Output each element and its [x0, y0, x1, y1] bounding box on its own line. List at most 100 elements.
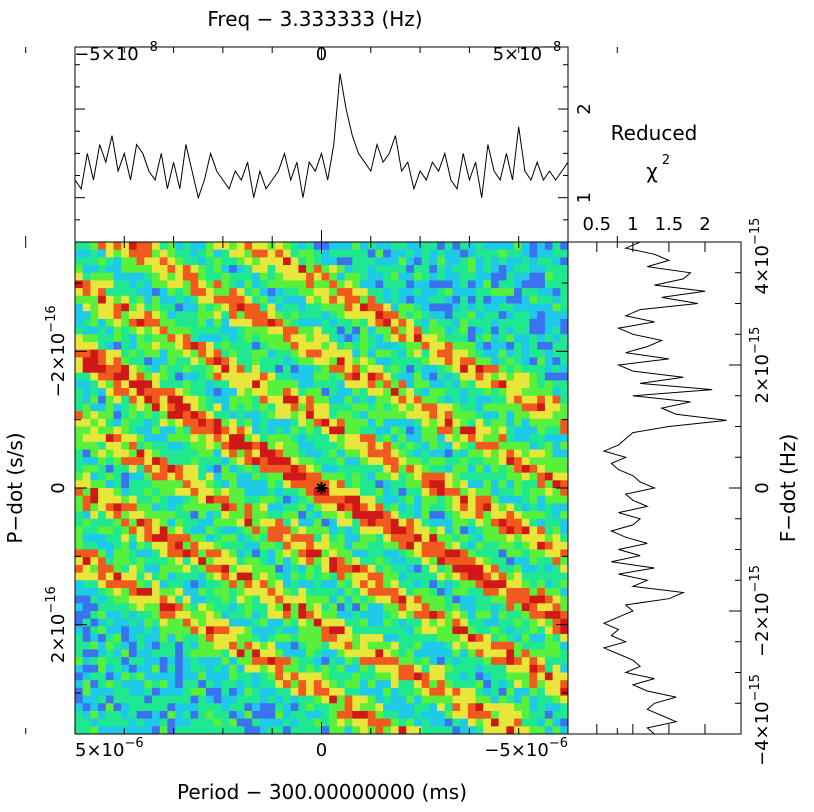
- heatmap-cell: [128, 265, 138, 274]
- heatmap-cell: [229, 249, 238, 258]
- heatmap-cell: [552, 380, 561, 389]
- heatmap-cell: [128, 611, 138, 620]
- heatmap-cell: [290, 595, 299, 604]
- heatmap-cell: [490, 680, 500, 689]
- heatmap-cell: [159, 434, 168, 443]
- heatmap-cell: [421, 587, 430, 597]
- heatmap-cell: [144, 457, 153, 466]
- heatmap-cell: [190, 680, 199, 689]
- heatmap-cell: [244, 649, 253, 658]
- heatmap-cell: [205, 488, 215, 497]
- heatmap-cell: [290, 265, 299, 274]
- heatmap-cell: [213, 626, 222, 635]
- heatmap-cell: [144, 449, 153, 458]
- heatmap-cell: [198, 680, 207, 689]
- heatmap-cell: [521, 318, 530, 327]
- heatmap-cell: [452, 657, 461, 666]
- heatmap-cell: [460, 672, 469, 681]
- heatmap-cell: [521, 341, 530, 351]
- heatmap-cell: [167, 557, 176, 566]
- heatmap-cell: [383, 641, 392, 650]
- heatmap-cell: [444, 649, 453, 658]
- heatmap-cell: [298, 603, 307, 612]
- heatmap-cell: [367, 587, 376, 597]
- heatmap-cell: [560, 687, 569, 696]
- heatmap-cell: [475, 672, 484, 681]
- heatmap-cell: [306, 634, 315, 643]
- heatmap-cell: [182, 726, 191, 735]
- heatmap-cell: [529, 603, 538, 612]
- heatmap-cell: [244, 618, 253, 627]
- heatmap-cell: [398, 611, 407, 620]
- right-x-tick-label: 2: [699, 214, 710, 235]
- heatmap-cell: [560, 242, 569, 251]
- heatmap-cell: [552, 303, 561, 312]
- heatmap-cell: [544, 710, 553, 720]
- heatmap-cell: [113, 464, 122, 474]
- heatmap-cell: [360, 680, 369, 689]
- heatmap-cell: [321, 380, 330, 389]
- heatmap-cell: [152, 664, 161, 673]
- heatmap-cell: [198, 434, 207, 443]
- heatmap-cell: [360, 395, 369, 404]
- heatmap-cell: [152, 718, 161, 727]
- heatmap-cell: [275, 557, 284, 566]
- heatmap-cell: [367, 518, 376, 527]
- heatmap-cell: [360, 641, 369, 650]
- heatmap-cell: [252, 257, 261, 266]
- heatmap-cell: [167, 541, 176, 550]
- heatmap-cell: [460, 664, 469, 673]
- heatmap-cell: [267, 357, 276, 366]
- heatmap-cell: [498, 603, 507, 612]
- heatmap-cell: [113, 272, 122, 281]
- heatmap-cell: [144, 634, 153, 643]
- heatmap-cell: [290, 503, 299, 512]
- heatmap-cell: [267, 572, 276, 581]
- heatmap-cell: [275, 295, 284, 304]
- heatmap-cell: [552, 395, 561, 404]
- heatmap-cell: [444, 249, 453, 258]
- heatmap-cell: [452, 557, 461, 566]
- heatmap-cell: [275, 357, 284, 366]
- heatmap-cell: [544, 495, 553, 504]
- heatmap-cell: [213, 288, 222, 297]
- heatmap-cell: [537, 334, 546, 343]
- heatmap-cell: [537, 326, 546, 335]
- heatmap-cell: [221, 595, 230, 604]
- heatmap-cell: [544, 280, 553, 289]
- heatmap-cell: [128, 249, 138, 258]
- heatmap-cell: [529, 395, 538, 404]
- heatmap-cell: [537, 495, 546, 504]
- heatmap-cell: [352, 449, 361, 458]
- heatmap-cell: [221, 564, 230, 573]
- right-y-axis-title: F−dot (Hz): [776, 434, 800, 543]
- heatmap-cell: [529, 503, 538, 512]
- heatmap-cell: [406, 311, 415, 320]
- heatmap-cell: [521, 557, 530, 566]
- heatmap-cell: [529, 526, 538, 535]
- heatmap-cell: [244, 326, 253, 335]
- heatmap-cell: [413, 518, 423, 527]
- heatmap-cell: [483, 288, 492, 297]
- heatmap-cell: [252, 687, 261, 696]
- heatmap-cell: [282, 580, 292, 589]
- heatmap-cell: [244, 611, 253, 620]
- heatmap-cell: [152, 426, 161, 435]
- heatmap-cell: [244, 672, 253, 681]
- heatmap-cell: [367, 503, 376, 512]
- heatmap-cell: [213, 580, 222, 589]
- heatmap-cell: [352, 434, 361, 443]
- heatmap-cell: [429, 687, 438, 696]
- heatmap-cell: [205, 365, 215, 374]
- heatmap-cell: [128, 418, 138, 427]
- heatmap-cell: [75, 349, 84, 358]
- heatmap-cell: [213, 272, 222, 281]
- heatmap-cell: [128, 511, 138, 520]
- heatmap-cell: [529, 664, 538, 673]
- heatmap-cell: [98, 626, 107, 635]
- heatmap-cell: [244, 726, 253, 735]
- heatmap-cell: [552, 349, 561, 358]
- heatmap-cell: [128, 295, 138, 304]
- heatmap-cell: [82, 603, 91, 612]
- heatmap-cell: [182, 265, 191, 274]
